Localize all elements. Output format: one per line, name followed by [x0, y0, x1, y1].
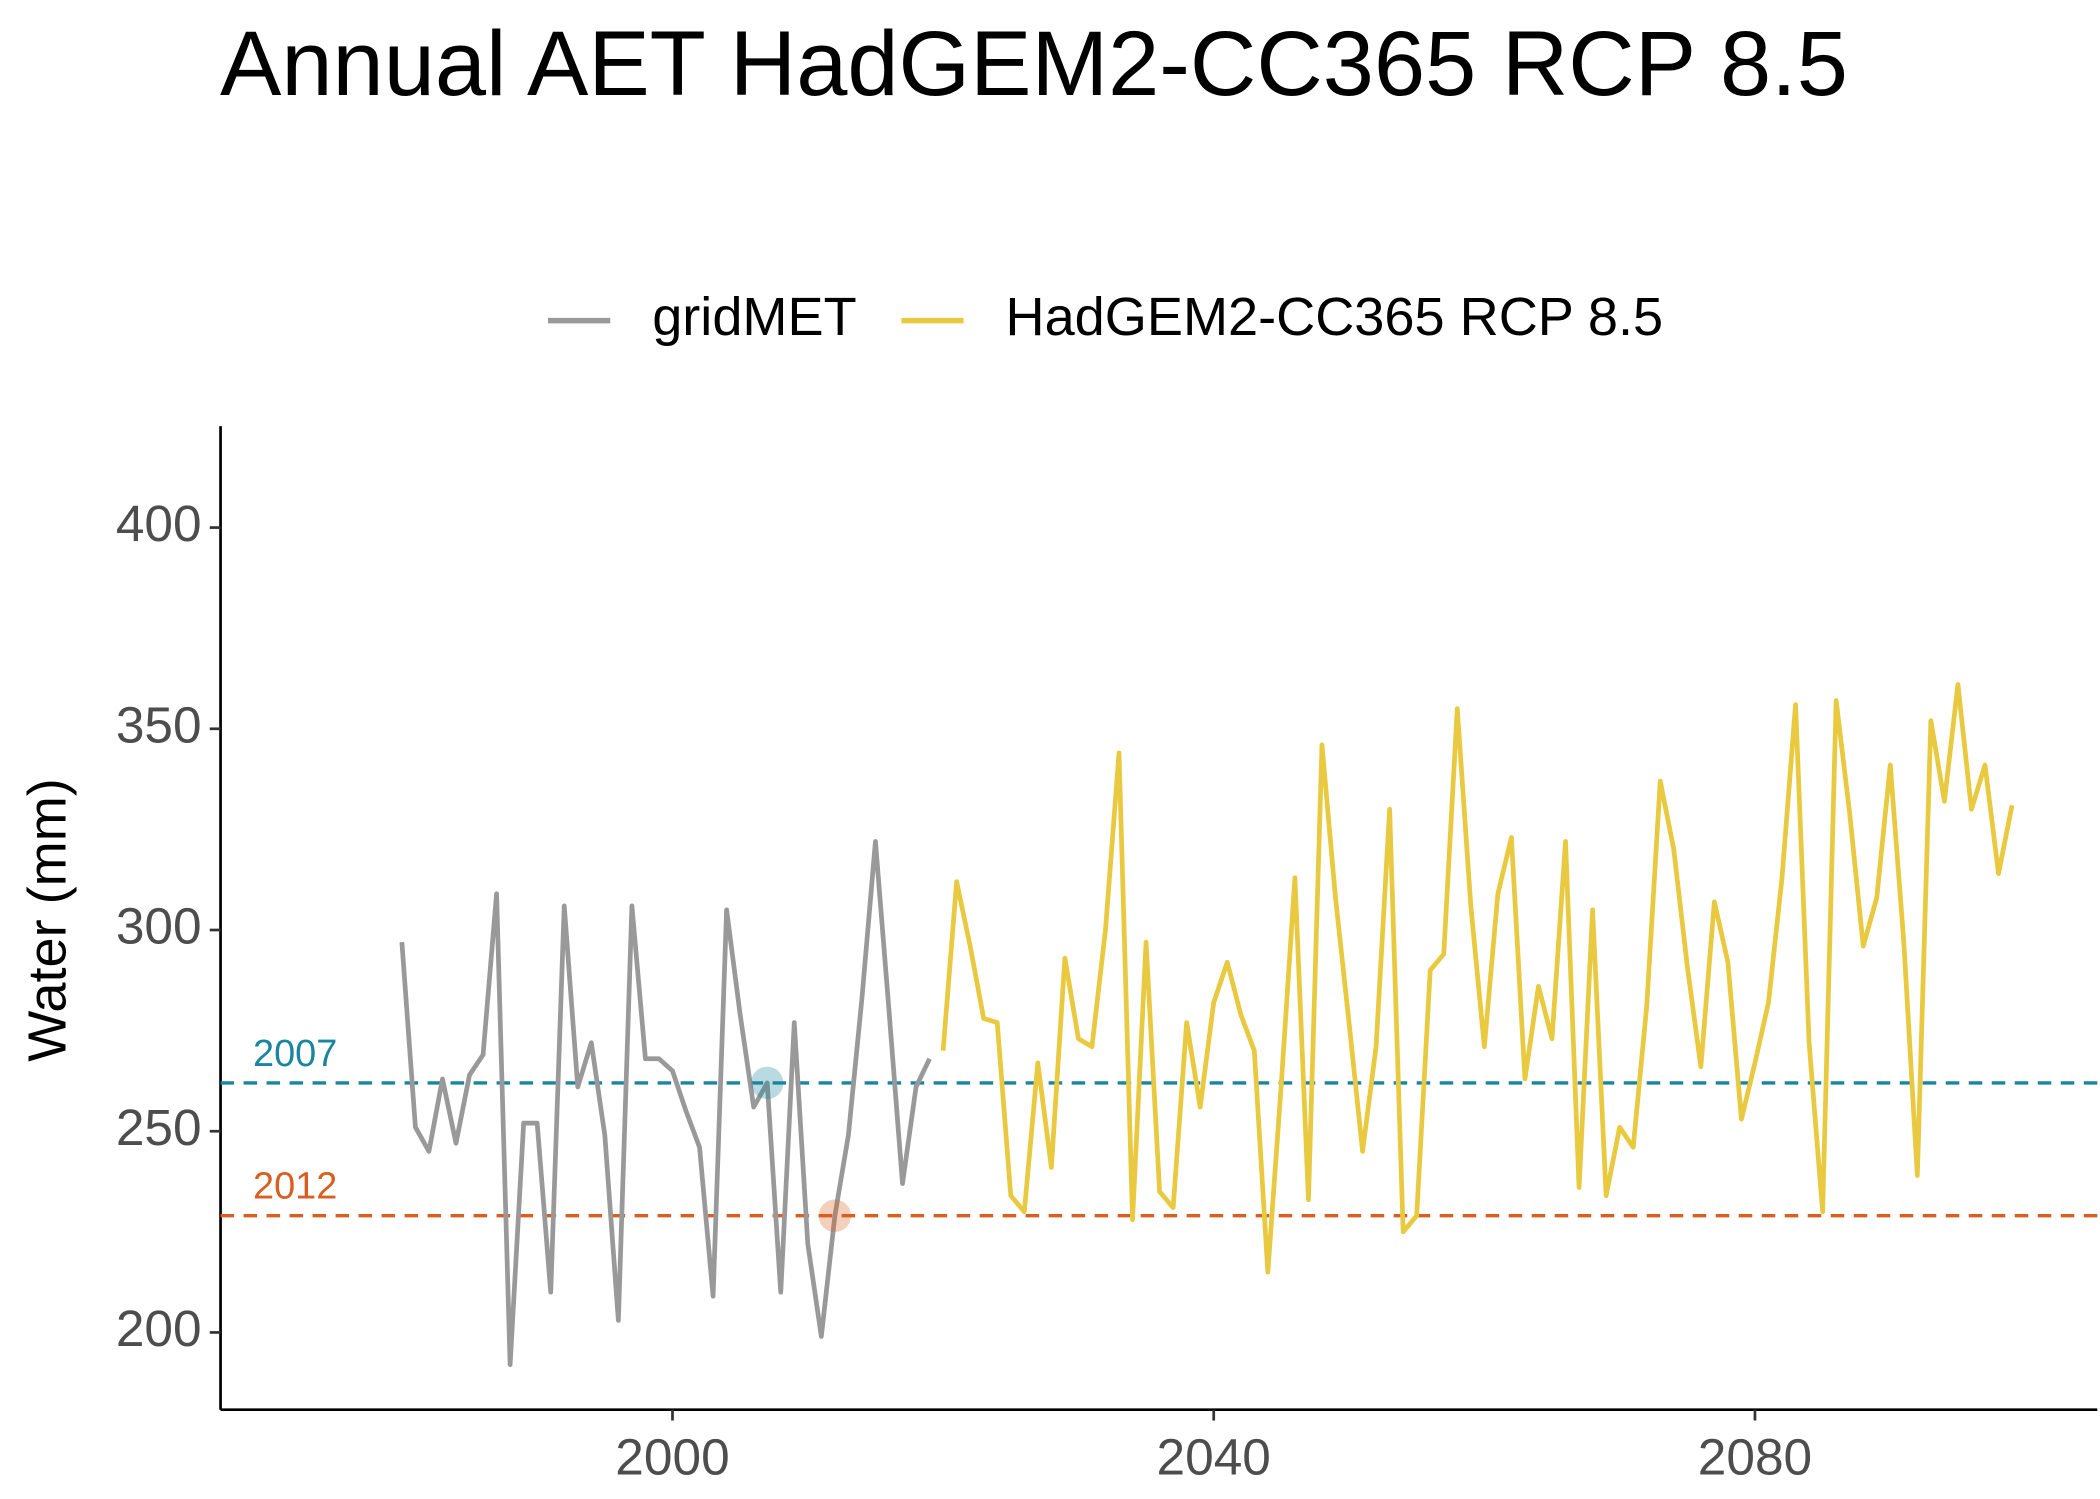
series-line [399, 839, 932, 1367]
chart-title: Annual AET HadGEM2-CC365 RCP 8.5 [220, 13, 1848, 115]
y-tick-label: 250 [116, 1098, 202, 1156]
reference-label: 2012 [253, 1166, 337, 1208]
y-tick-label: 300 [116, 897, 202, 955]
x-tick-label: 2080 [1698, 1428, 1812, 1486]
series-line [940, 682, 2015, 1275]
reference-label: 2007 [253, 1033, 337, 1075]
x-tick-label: 2000 [615, 1428, 729, 1486]
legend-label: gridMET [652, 287, 856, 347]
highlight-point [818, 1199, 852, 1232]
highlight-point [750, 1066, 784, 1100]
legend-label: HadGEM2-CC365 RCP 8.5 [1005, 287, 1663, 347]
x-tick-label: 2040 [1157, 1428, 1271, 1486]
y-axis-label: Water (mm) [18, 778, 78, 1062]
y-tick-label: 200 [116, 1299, 202, 1357]
y-tick-label: 400 [116, 494, 202, 552]
y-tick-label: 350 [116, 695, 202, 753]
